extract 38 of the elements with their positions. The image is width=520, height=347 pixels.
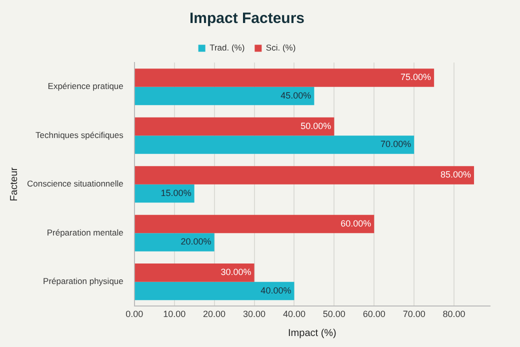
- y-tick-label: Préparation mentale: [46, 227, 124, 238]
- x-tick-label: 40.00: [282, 309, 306, 320]
- bar: [134, 233, 214, 252]
- bar: [134, 282, 294, 300]
- chart-title: Impact Facteurs: [189, 10, 305, 28]
- data-label: 30.00%: [220, 267, 252, 278]
- y-axis-title: Facteur: [8, 166, 20, 202]
- legend-label: Sci. (%): [266, 42, 296, 53]
- data-label: 85.00%: [440, 170, 472, 180]
- data-label: 60.00%: [340, 218, 372, 228]
- bar: [134, 68, 434, 87]
- x-tick-label: 70.00: [402, 309, 426, 320]
- x-tick-label: 50.00: [322, 309, 346, 320]
- data-label: 40.00%: [260, 285, 292, 296]
- y-tick-label: Expérience pratique: [48, 81, 124, 92]
- x-tick-label: 30.00: [242, 309, 266, 320]
- data-label: 75.00%: [400, 72, 432, 82]
- data-label: 15.00%: [160, 188, 192, 198]
- y-tick-label: Techniques spécifiques: [36, 130, 124, 140]
- bar: [134, 86, 314, 106]
- x-tick-label: 0.00: [126, 309, 144, 320]
- x-tick-label: 60.00: [362, 309, 386, 320]
- x-axis-title: Impact (%): [288, 328, 336, 339]
- bar: [134, 117, 334, 136]
- y-tick-label: Préparation physique: [43, 276, 124, 286]
- data-label: 20.00%: [180, 236, 212, 247]
- x-tick-label: 80.00: [442, 309, 466, 320]
- data-label: 50.00%: [300, 120, 332, 131]
- x-tick-label: 10.00: [163, 309, 186, 320]
- x-tick-label: 20.00: [203, 309, 226, 320]
- data-label: 45.00%: [280, 90, 312, 100]
- legend-label: Trad. (%): [210, 42, 245, 53]
- bar: [134, 264, 254, 282]
- bar: [134, 136, 414, 154]
- bar: [134, 166, 474, 184]
- y-tick-label: Conscience situationnelle: [26, 178, 124, 189]
- data-label: 70.00%: [380, 139, 412, 150]
- bar: [134, 214, 374, 234]
